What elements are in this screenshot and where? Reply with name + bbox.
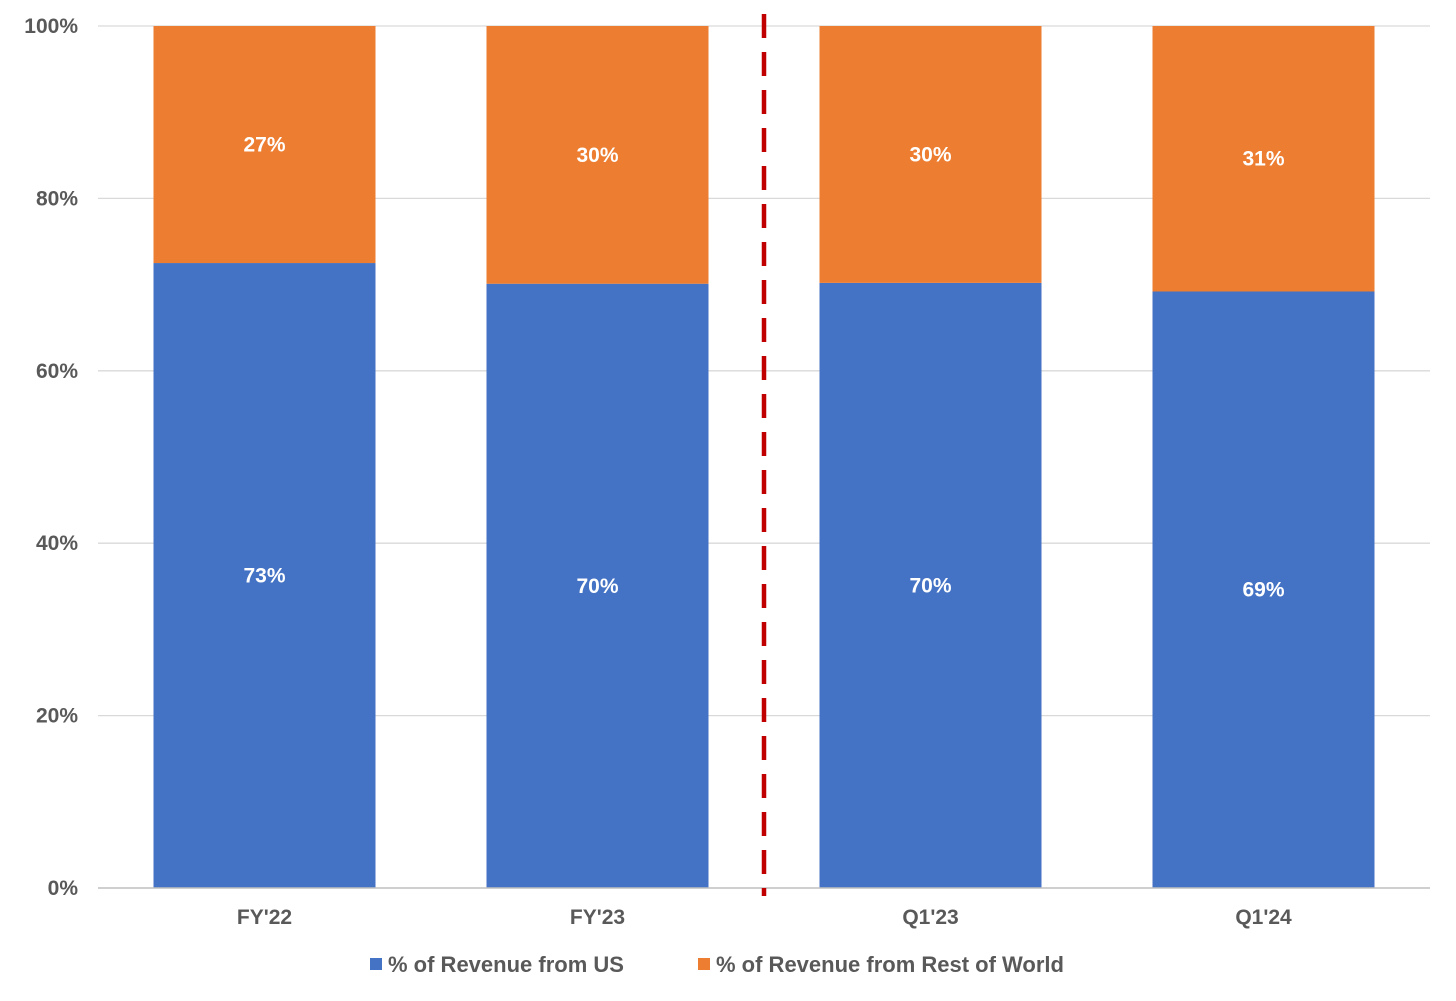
x-tick-label: FY'22 [237,906,292,929]
bar-segment [486,26,709,284]
bar-segment [1152,26,1375,292]
y-tick-label: 20% [36,705,78,728]
legend-label: % of Revenue from US [388,952,624,977]
y-tick-label: 0% [48,877,79,900]
legend-swatch [698,958,710,970]
data-label: 30% [909,143,951,166]
bar-segment [819,282,1042,889]
x-tick-label: FY'23 [570,906,625,929]
y-axis-ticks: 0% 20% 40% 60% 80% 100% [24,15,78,900]
data-label: 70% [576,575,618,598]
y-tick-label: 80% [36,187,78,210]
y-tick-label: 100% [24,15,78,38]
legend-swatch [370,958,382,970]
data-label: 69% [1242,579,1284,602]
legend: % of Revenue from US % of Revenue from Re… [370,952,1064,977]
bar-segment [486,283,709,888]
x-tick-label: Q1'23 [902,906,958,929]
data-label: 31% [1242,148,1284,171]
y-tick-label: 60% [36,360,78,383]
data-label: 73% [243,565,285,588]
bar-segment [819,26,1042,283]
legend-label: % of Revenue from Rest of World [716,952,1064,977]
bar-segment [153,26,376,264]
bar-segment [1152,291,1375,889]
data-labels: 73% 27% 70% 30% 70% 30% 69% 31% [243,134,1284,602]
y-tick-label: 40% [36,532,78,555]
bar-segment [153,263,376,888]
data-label: 30% [576,144,618,167]
data-label: 70% [909,574,951,597]
x-tick-label: Q1'24 [1235,906,1292,929]
bars [153,26,1375,889]
data-label: 27% [243,134,285,157]
